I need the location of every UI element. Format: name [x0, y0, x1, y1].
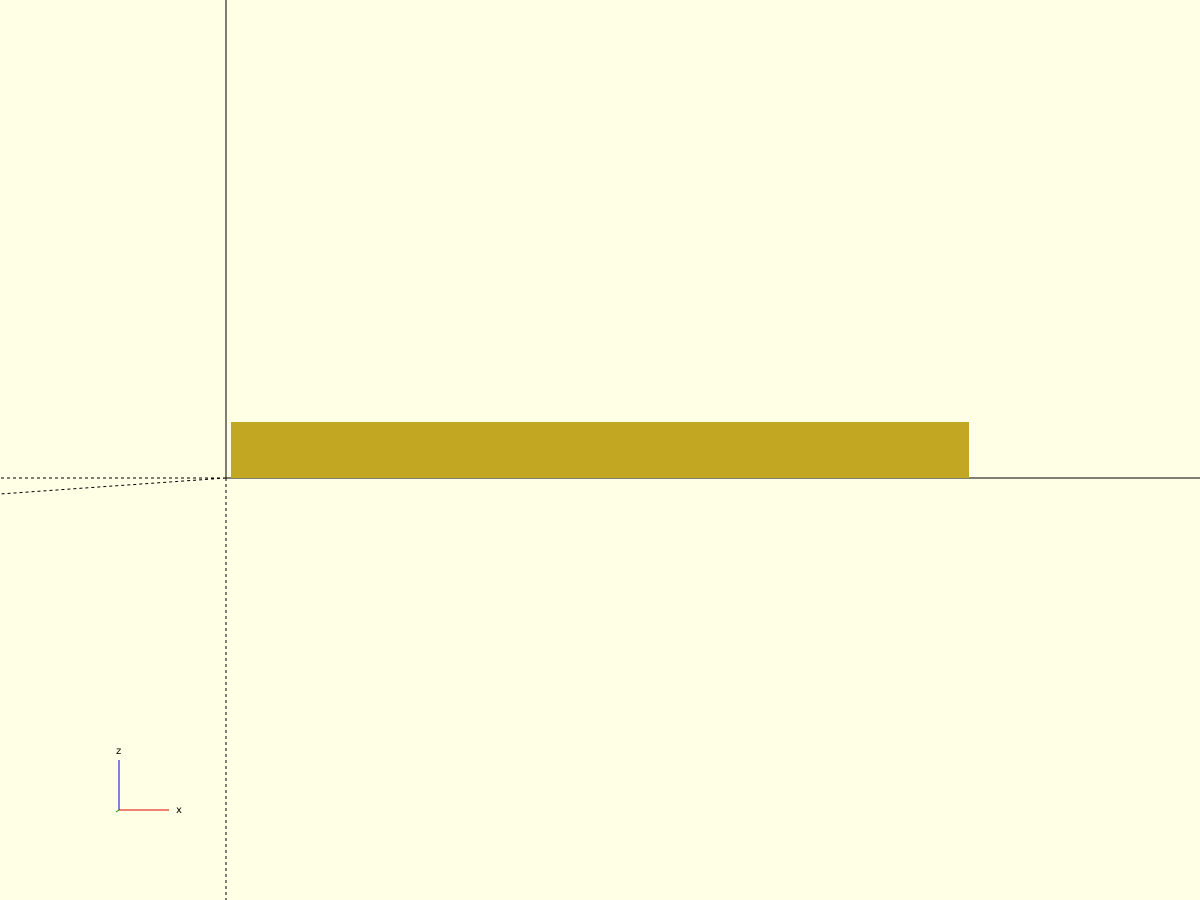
y-axis-negative — [0, 477, 227, 495]
gizmo-y-axis — [115, 809, 120, 813]
axis-gizmo: x z — [115, 746, 182, 816]
gizmo-x-label: x — [176, 805, 182, 816]
cube-model[interactable] — [231, 422, 969, 478]
gizmo-z-label: z — [116, 746, 121, 757]
